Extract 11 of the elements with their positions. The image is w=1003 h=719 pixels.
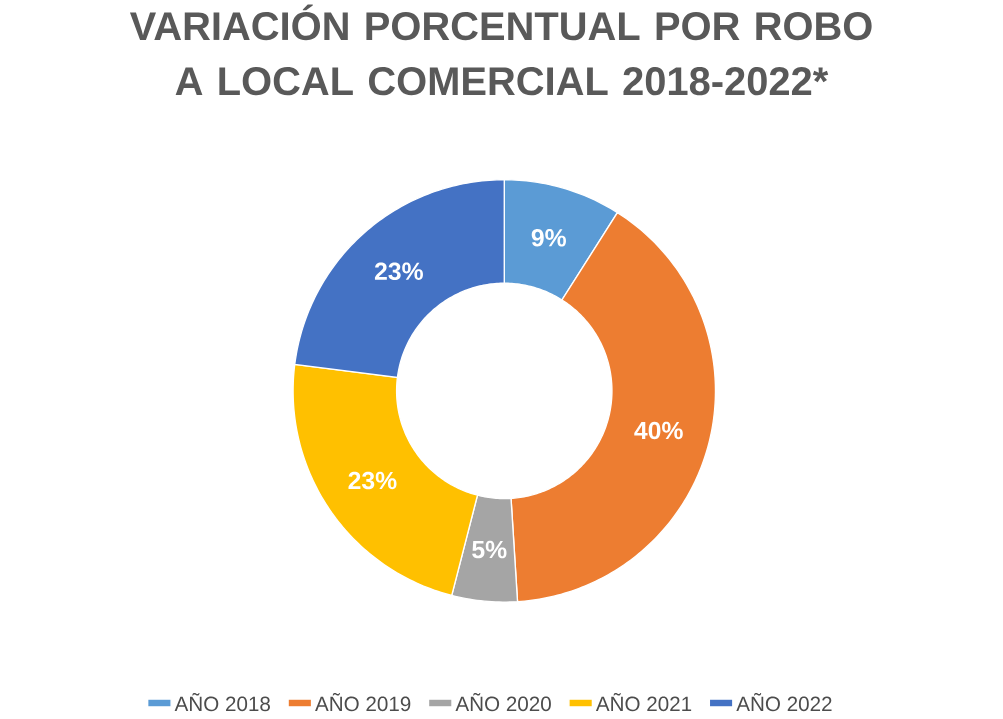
data-label: 9% [531,229,566,247]
legend-label: AÑO 2022 [736,693,832,712]
data-label: 40% [634,421,683,440]
chart-title: VARIACIÓN PORCENTUAL POR ROBO A LOCAL COMERCIAL 2018-2022* [129,4,872,96]
legend-label: AÑO 2019 [315,693,411,712]
data-label: 23% [374,262,423,281]
legend-label: AÑO 2020 [455,693,551,712]
data-label: 23% [348,471,397,490]
legend-label: AÑO 2021 [595,693,692,712]
data-label: 5% [472,541,507,559]
legend-label: AÑO 2018 [174,693,270,712]
